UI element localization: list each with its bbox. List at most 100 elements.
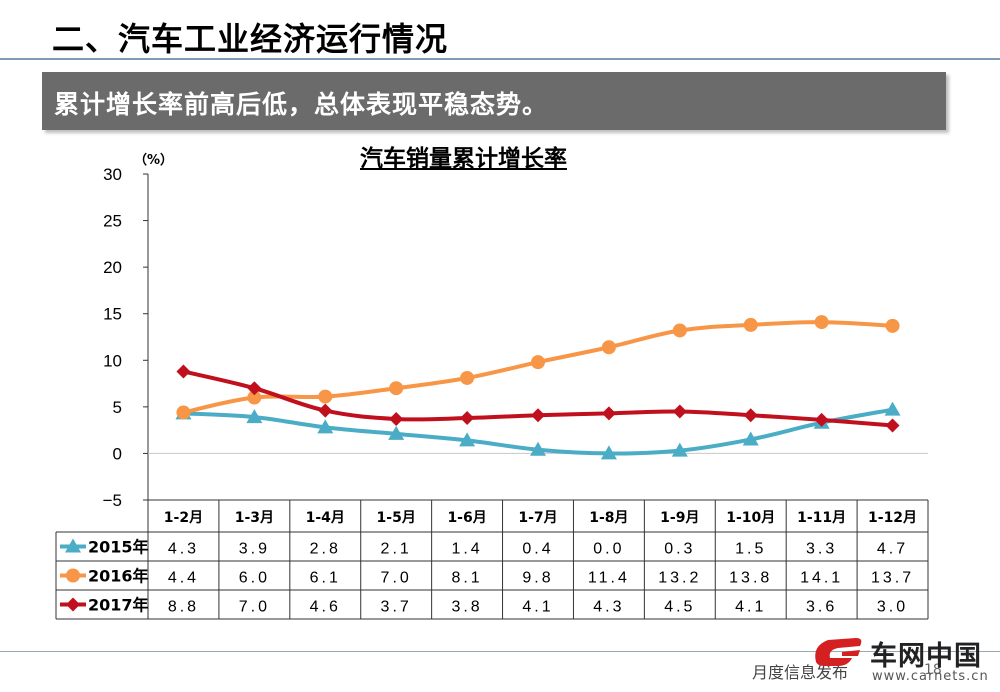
series-1-point — [743, 317, 758, 332]
series-0-point — [742, 431, 759, 446]
y-tick-label: 5 — [113, 398, 122, 417]
table-cell-value: 8.8 — [168, 599, 199, 616]
logo-url: www.carnets.cn — [872, 669, 989, 684]
footer-divider — [0, 651, 1000, 652]
series-1-point — [601, 340, 616, 355]
table-cell-value: 1.4 — [451, 541, 482, 558]
series-1-point — [389, 381, 404, 396]
legend-key-marker — [66, 568, 80, 583]
series-1-point — [885, 318, 900, 333]
title-divider — [0, 58, 1000, 60]
series-0-point — [246, 409, 263, 424]
series-1-point — [247, 390, 262, 405]
series-2-point — [389, 411, 404, 426]
table-cell-value: 4.5 — [664, 599, 695, 616]
table-cell-value: 6.1 — [310, 570, 341, 587]
chart-title: 汽车销量累计增长率 — [360, 146, 567, 172]
table-cell-value: 2.1 — [381, 541, 412, 558]
series-2-point — [601, 406, 616, 421]
legend-series-name: 2015年 — [88, 538, 149, 557]
table-cell-value: 3.8 — [451, 599, 482, 616]
y-tick-label: 20 — [103, 258, 122, 277]
table-cell-value: 4.3 — [168, 541, 199, 558]
table-cell-value: 4.1 — [522, 599, 553, 616]
table-cell-value: 3.7 — [381, 599, 412, 616]
table-cell-value: 1.5 — [735, 541, 766, 558]
x-category-label: 1-9月 — [660, 510, 699, 526]
series-2-point — [743, 408, 758, 423]
table-cell-value: 4.3 — [593, 599, 624, 616]
table-cell-value: 7.0 — [381, 570, 412, 587]
y-tick-label: 30 — [103, 165, 122, 184]
series-2-point — [176, 364, 191, 379]
series-0-point — [530, 441, 546, 456]
table-cell-value: 4.4 — [168, 570, 199, 587]
series-1-point — [814, 315, 829, 330]
footer-text: 月度信息发布 — [752, 663, 849, 682]
table-cell-value: 13.8 — [729, 570, 772, 587]
table-cell-value: 3.6 — [806, 599, 837, 616]
table-cell-value: 2.8 — [310, 541, 341, 558]
logo-wordmark: 车网中国 — [870, 641, 982, 672]
table-cell-value: 9.8 — [522, 570, 553, 587]
table-cell-value: 6.0 — [239, 570, 270, 587]
x-category-label: 1-8月 — [589, 510, 628, 526]
legend-key-marker — [65, 538, 81, 553]
table-cell-value: 14.1 — [800, 570, 843, 587]
series-1-point — [176, 405, 191, 420]
x-category-label: 1-10月 — [726, 510, 775, 526]
table-cell-value: 11.4 — [588, 570, 630, 587]
x-category-label: 1-2月 — [164, 510, 203, 526]
x-category-label: 1-6月 — [447, 510, 486, 526]
series-0-point — [600, 445, 617, 460]
series-0-point — [884, 401, 901, 416]
series-1-point — [672, 323, 687, 338]
legend-key-marker — [66, 597, 80, 612]
legend-series-name: 2016年 — [88, 567, 149, 586]
subtitle-banner: 累计增长率前高后低，总体表现平稳态势。 — [42, 72, 946, 130]
series-2-point — [885, 418, 900, 433]
table-cell-value: 4.7 — [877, 541, 908, 558]
x-category-label: 1-5月 — [377, 510, 416, 526]
x-category-label: 1-4月 — [306, 510, 345, 526]
y-tick-label: 10 — [103, 351, 122, 370]
subtitle-text: 累计增长率前高后低，总体表现平稳态势。 — [54, 90, 549, 119]
series-1-point — [531, 355, 545, 370]
x-category-label: 1-3月 — [235, 510, 274, 526]
series-2-point — [814, 412, 829, 427]
series-2-point — [247, 381, 262, 396]
y-tick-label: −5 — [103, 491, 122, 510]
table-cell-value: 7.0 — [239, 599, 270, 616]
table-cell-value: 13.7 — [871, 570, 914, 587]
series-2-point — [318, 403, 333, 418]
series-2-point — [460, 411, 475, 426]
series-1-point — [318, 389, 333, 404]
y-tick-label: 15 — [103, 305, 122, 324]
series-0-point — [317, 419, 334, 434]
series-2-point — [672, 404, 687, 419]
table-cell-value: 3.9 — [239, 541, 270, 558]
table-cell-value: 4.1 — [735, 599, 766, 616]
y-axis-unit-label: （%） — [134, 153, 174, 168]
legend-series-name: 2017年 — [88, 596, 149, 615]
series-1-point — [460, 370, 475, 385]
carnets-logo-icon — [815, 638, 862, 666]
series-0-point — [671, 442, 688, 457]
table-cell-value: 13.2 — [658, 570, 701, 587]
series-0-point — [388, 425, 405, 440]
x-category-label: 1-11月 — [797, 510, 846, 526]
y-tick-label: 0 — [113, 444, 122, 463]
series-2-point — [531, 408, 545, 423]
x-category-label: 1-12月 — [868, 510, 917, 526]
table-cell-value: 0.0 — [593, 541, 624, 558]
page-number: 18 — [924, 662, 942, 678]
series-0-point — [459, 432, 476, 447]
slide-title: 二、汽车工业经济运行情况 — [52, 20, 449, 58]
table-cell-value: 0.3 — [664, 541, 695, 558]
y-tick-label: 25 — [103, 212, 122, 231]
table-cell-value: 4.6 — [310, 599, 341, 616]
table-cell-value: 0.4 — [522, 541, 553, 558]
x-category-label: 1-7月 — [518, 510, 557, 526]
table-cell-value: 3.3 — [806, 541, 837, 558]
